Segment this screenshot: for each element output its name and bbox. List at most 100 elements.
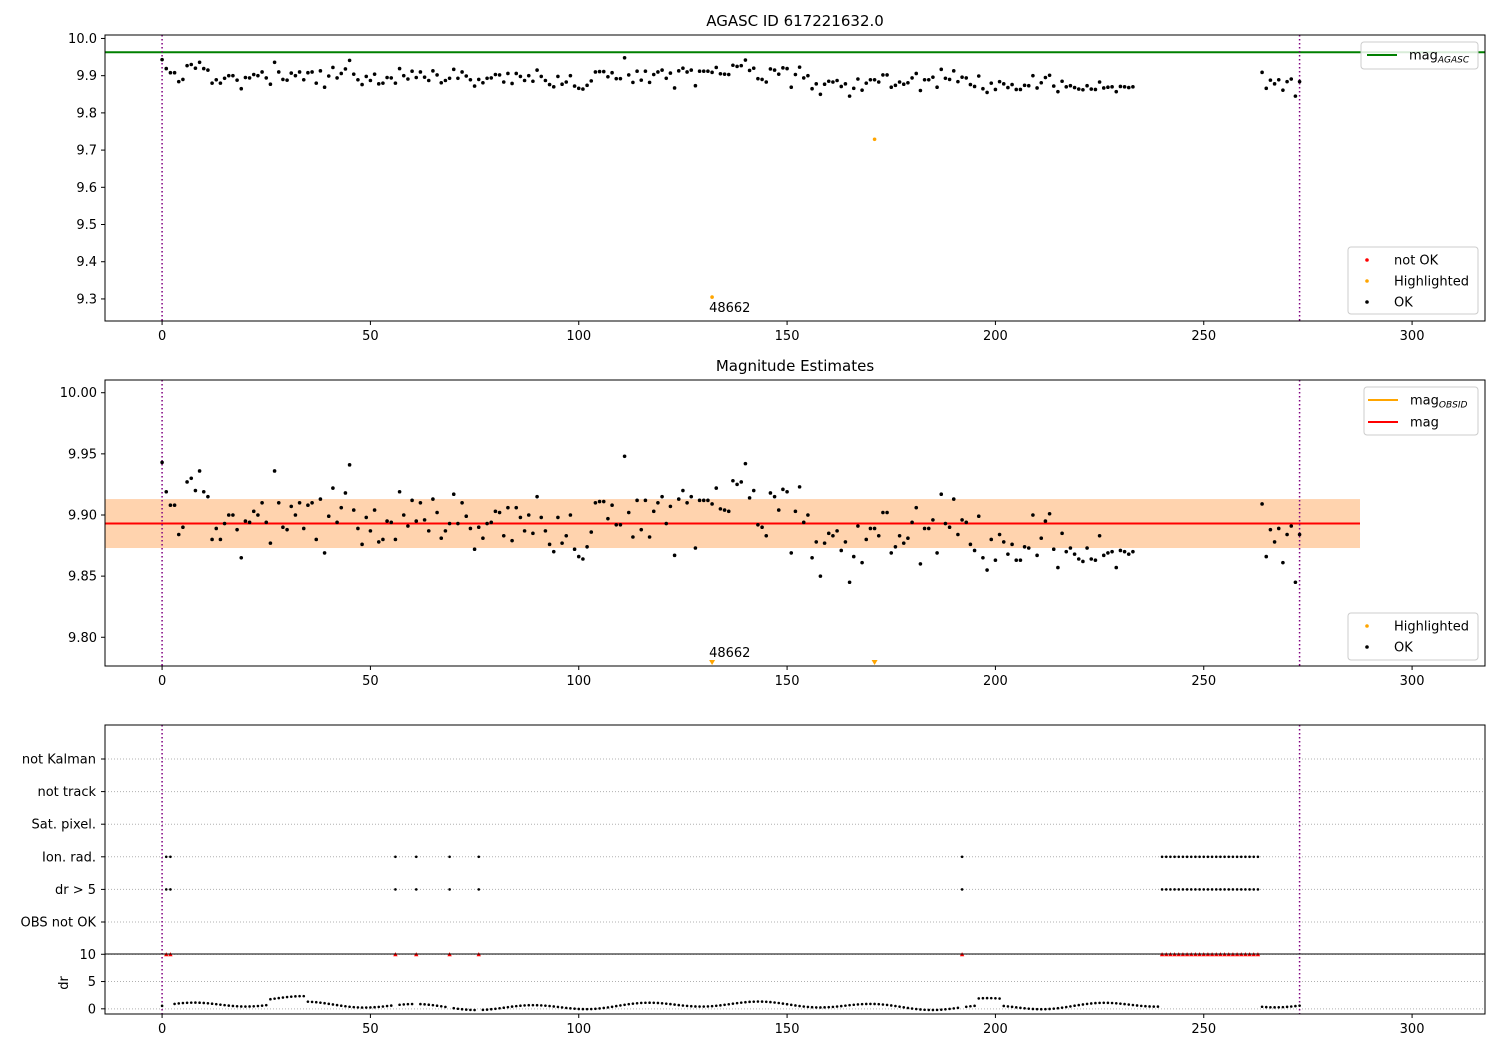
magnitude-ok-point <box>985 568 989 572</box>
agasc-ok-point <box>922 77 927 82</box>
agasc-ok-point <box>972 84 977 89</box>
dr-point <box>198 1001 201 1005</box>
agasc-ok-point <box>672 86 677 90</box>
flag-point <box>1160 888 1164 891</box>
magnitude-ok-point <box>981 555 985 560</box>
dr-point <box>173 1002 176 1006</box>
magnitude-ok-point <box>689 494 694 499</box>
flag-point <box>1189 855 1193 859</box>
dr-point <box>714 1004 718 1008</box>
dr-point <box>248 1005 251 1008</box>
magnitude-ok-point <box>843 540 848 544</box>
agasc-ok-point <box>839 84 844 89</box>
agasc-lower-legend-marker <box>1365 300 1369 304</box>
agasc-ok-point <box>418 70 423 74</box>
agasc-ok-point <box>1131 85 1135 89</box>
flag-point <box>414 888 418 891</box>
agasc-ok-point <box>510 81 514 86</box>
magnitude-ok-point <box>176 532 181 537</box>
dr-point <box>835 1005 839 1008</box>
dr-point <box>473 1008 476 1012</box>
magnitude-ok-point <box>922 526 927 531</box>
dr-axis-label: dr <box>57 976 72 990</box>
magnitude-ok-point <box>1110 549 1114 554</box>
dr-point <box>227 1004 231 1007</box>
magnitude-ok-point <box>610 503 614 508</box>
magnitude-ok-point <box>501 533 506 538</box>
dr-point <box>610 1005 614 1009</box>
flag-point <box>1252 855 1256 859</box>
agasc-ok-point <box>997 79 1002 84</box>
dr-point <box>931 1008 935 1012</box>
dr-point <box>760 1000 764 1003</box>
dr-point <box>1056 1006 1060 1010</box>
magnitude-ok-point <box>410 498 414 503</box>
magnitude-ok-point <box>289 504 294 509</box>
dr-point <box>635 1001 639 1005</box>
dr-point <box>1098 1001 1101 1005</box>
flag-row-label: not track <box>37 785 96 800</box>
agasc-ytick-label: 10.0 <box>68 32 97 47</box>
agasc-ytick-label: 9.6 <box>76 181 97 196</box>
magnitude-ok-point <box>1114 565 1119 570</box>
agasc-ok-point <box>306 70 310 75</box>
magnitude-ok-point <box>1122 549 1127 554</box>
agasc-ok-point <box>860 88 864 92</box>
dr-point <box>231 1004 235 1008</box>
agasc-ok-point <box>768 67 773 71</box>
magnitude-ok-point <box>351 508 356 512</box>
magnitude-ok-point <box>1264 554 1269 559</box>
agasc-ok-point <box>560 82 564 87</box>
magnitude-ok-point <box>510 538 514 543</box>
agasc-ok-point <box>914 71 919 76</box>
agasc-ok-point <box>497 73 502 77</box>
agasc-ok-point <box>881 73 885 77</box>
dr-point <box>1064 1005 1068 1009</box>
dr-point <box>1114 1001 1118 1005</box>
magnitude-ok-point <box>1010 542 1014 547</box>
magnitude-ok-point <box>322 551 327 555</box>
magnitude-ok-point <box>931 518 935 522</box>
dr-point <box>469 1008 472 1012</box>
magnitude-ok-point <box>526 513 531 517</box>
flag-point <box>1185 888 1189 891</box>
agasc-ok-point <box>185 63 189 68</box>
agasc-ok-point <box>468 77 473 82</box>
agasc-ytick-label: 9.3 <box>76 292 97 307</box>
agasc-xtick-label: 100 <box>566 329 591 344</box>
flag-point <box>1160 855 1164 859</box>
magnitude-ok-point <box>489 520 494 525</box>
agasc-ok-point <box>572 84 577 88</box>
magnitude-ok-point <box>597 499 602 504</box>
dr-point <box>256 1004 260 1008</box>
magnitude-ok-point <box>368 529 373 533</box>
dr-point <box>873 1002 876 1006</box>
dr-point <box>669 1002 672 1006</box>
dr-point <box>639 1001 643 1005</box>
dr-point <box>494 1007 497 1011</box>
magnitude-ok-point <box>860 560 864 565</box>
dr-point <box>898 1005 901 1008</box>
flag-point <box>477 888 481 891</box>
magnitude-ok-point <box>872 526 877 531</box>
dr-point <box>1002 1004 1006 1008</box>
dr-ytick-label: 10 <box>79 948 96 963</box>
magnitude-ok-point <box>622 454 627 459</box>
agasc-ok-point <box>222 76 227 81</box>
agasc-ok-point <box>576 86 581 91</box>
dr-point <box>373 1005 376 1009</box>
agasc-panel-title: AGASC ID 617221632.0 <box>706 12 884 30</box>
agasc-ok-point <box>210 81 214 85</box>
dr-point <box>306 1000 310 1003</box>
agasc-ok-point <box>589 79 594 83</box>
dr-point <box>702 1005 706 1008</box>
dr-point <box>631 1002 635 1005</box>
magnitude-ok-point <box>581 557 585 561</box>
agasc-ok-point <box>260 70 264 74</box>
agasc-ok-point <box>401 73 406 78</box>
magnitude-ok-point <box>831 533 835 538</box>
magnitude-ok-point <box>835 529 839 533</box>
flag-point <box>1169 855 1172 859</box>
dr-point <box>439 1004 443 1008</box>
magnitude-ok-point <box>885 510 889 515</box>
